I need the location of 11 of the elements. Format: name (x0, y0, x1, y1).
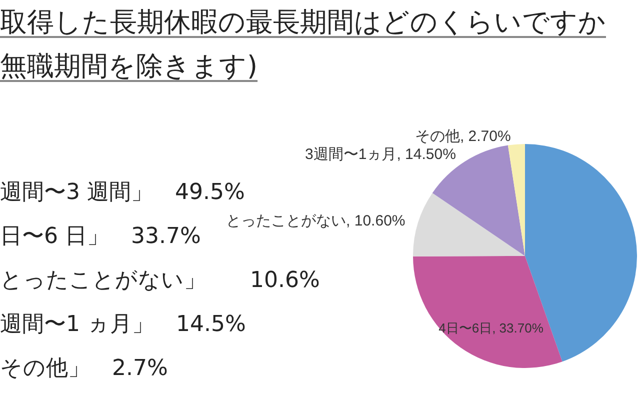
text: 日〜6 日」 33.7% (0, 224, 201, 249)
text: その他」 2.7% (0, 355, 169, 383)
slice-label: 4日〜6日, 33.70% (438, 320, 544, 336)
chart-subtitle: 無職期間を除きます) (0, 50, 258, 84)
text: 週間〜3 週間」 49.5% (0, 180, 245, 205)
slice-label: 3週間〜1ヵ月, 14.50% (305, 146, 456, 164)
text: 週間〜1 ヵ月」 14.5% (0, 311, 247, 339)
slice-label: その他, 2.70% (414, 128, 511, 145)
slice-label: とったことがない, 10.60% (226, 212, 406, 230)
text: とったことがない」 10.6% (0, 267, 320, 295)
chart-title: 取得した長期休暇の最長期間はどのくらいですか (0, 6, 606, 40)
